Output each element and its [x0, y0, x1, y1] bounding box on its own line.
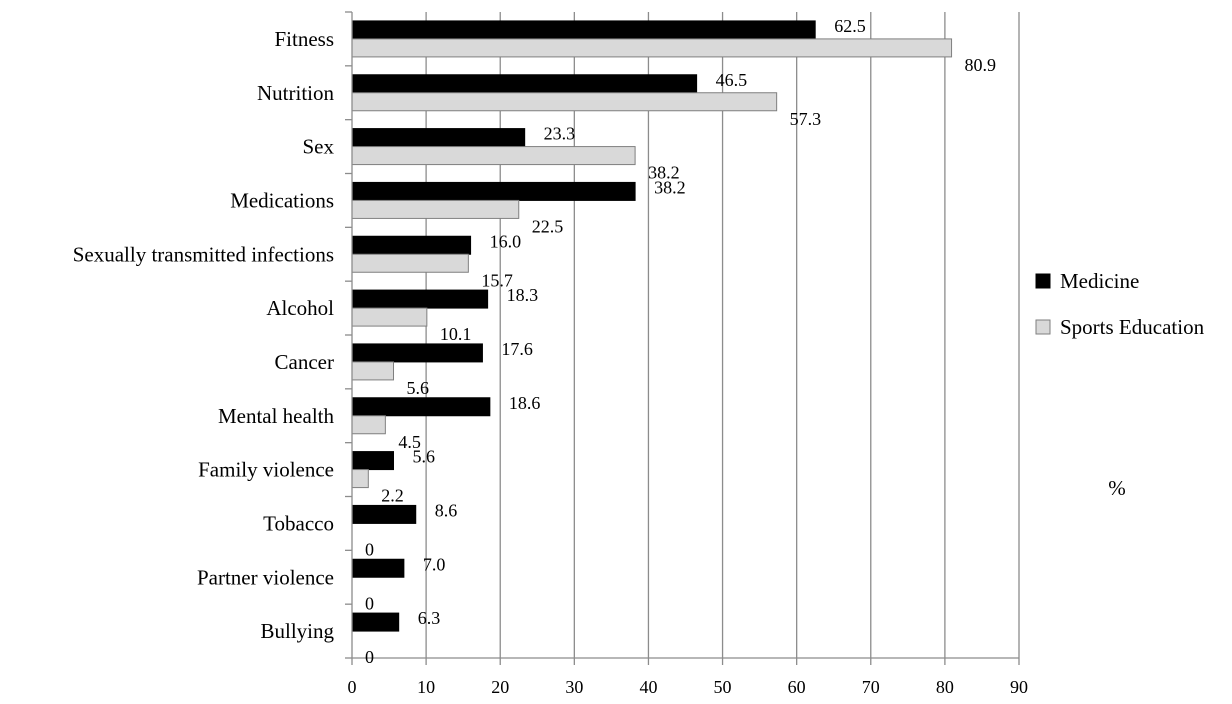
grid-lines — [425, 12, 1020, 658]
value-label-sports-education-partner-violence: 0 — [365, 593, 374, 613]
bar-sports-education-medications — [351, 199, 520, 219]
bar-sports-education-cancer — [351, 361, 395, 381]
x-tick-labels: 0 10 20 30 40 50 60 70 80 90 — [348, 677, 1029, 697]
value-label-sports-education-fitness: 80.9 — [965, 55, 997, 75]
bar-medicine-sexually-transmitted-infections — [351, 235, 472, 255]
category-label-tobacco: Tobacco — [263, 511, 334, 535]
bar-medicine-cancer — [351, 343, 483, 363]
x-tick-label-40: 40 — [639, 677, 657, 697]
bar-medicine-medications — [351, 181, 636, 201]
legend: Medicine Sports Education — [1035, 269, 1205, 339]
x-tick-label-70: 70 — [862, 677, 880, 697]
x-tick-label-90: 90 — [1010, 677, 1028, 697]
value-label-sports-education-sex: 38.2 — [648, 163, 680, 183]
value-label-medicine-partner-violence: 7.0 — [423, 554, 446, 574]
bar-sports-education-fitness — [351, 38, 953, 58]
category-label-fitness: Fitness — [274, 27, 334, 51]
bar-medicine-alcohol — [351, 289, 489, 309]
bar-medicine-mental-health — [351, 397, 491, 417]
bar-sports-education-sex — [351, 146, 636, 166]
bar-medicine-bullying — [351, 612, 400, 632]
category-label-alcohol: Alcohol — [266, 296, 334, 320]
category-label-mental-health: Mental health — [218, 404, 335, 428]
value-label-medicine-fitness: 62.5 — [834, 16, 866, 36]
value-label-medicine-medications: 38.2 — [654, 177, 686, 197]
bar-sports-education-alcohol — [351, 307, 428, 327]
bar-sports-education-sexually-transmitted-infections — [351, 253, 469, 273]
x-axis-unit-label: % — [1108, 476, 1126, 500]
bar-sports-education-family-violence — [351, 469, 369, 489]
bar-medicine-fitness — [351, 20, 816, 40]
value-label-medicine-sex: 23.3 — [544, 124, 576, 144]
legend-swatch-sports-education — [1035, 319, 1051, 335]
value-label-medicine-alcohol: 18.3 — [507, 285, 538, 305]
bar-medicine-tobacco — [351, 504, 417, 524]
x-tick-label-60: 60 — [788, 677, 806, 697]
x-tick-label-30: 30 — [565, 677, 583, 697]
category-label-bullying: Bullying — [260, 619, 334, 643]
value-label-medicine-tobacco: 8.6 — [435, 500, 458, 520]
legend-label-medicine: Medicine — [1060, 269, 1139, 293]
value-label-medicine-family-violence: 5.6 — [413, 447, 436, 467]
category-label-sex: Sex — [303, 135, 335, 159]
value-label-medicine-nutrition: 46.5 — [716, 70, 748, 90]
category-label-sexually-transmitted-infections: Sexually transmitted infections — [73, 242, 334, 266]
bar-sports-education-mental-health — [351, 415, 386, 435]
value-label-medicine-sexually-transmitted-infections: 16.0 — [490, 231, 521, 251]
bar-medicine-nutrition — [351, 74, 698, 94]
value-label-sports-education-nutrition: 57.3 — [790, 109, 822, 129]
value-label-sports-education-cancer: 5.6 — [407, 378, 430, 398]
category-labels: Fitness Nutrition Sex Medications Sexually t… — [73, 27, 335, 643]
bar-medicine-sex — [351, 128, 526, 148]
x-tick-label-0: 0 — [348, 677, 357, 697]
value-label-sports-education-mental-health: 4.5 — [398, 432, 421, 452]
value-label-medicine-cancer: 17.6 — [501, 339, 533, 359]
value-label-sports-education-bullying: 0 — [365, 647, 374, 667]
x-tick-label-20: 20 — [491, 677, 509, 697]
value-label-sports-education-medications: 22.5 — [532, 216, 564, 236]
value-label-sports-education-alcohol: 10.1 — [440, 324, 472, 344]
bar-medicine-family-violence — [351, 451, 395, 471]
value-label-medicine-mental-health: 18.6 — [509, 393, 541, 413]
category-label-family-violence: Family violence — [198, 458, 334, 482]
category-label-medications: Medications — [230, 188, 334, 212]
value-label-medicine-bullying: 6.3 — [418, 608, 441, 628]
category-label-partner-violence: Partner violence — [197, 565, 334, 589]
legend-label-sports-education: Sports Education — [1060, 315, 1205, 339]
x-tick-label-80: 80 — [936, 677, 954, 697]
value-label-sports-education-family-violence: 2.2 — [381, 486, 404, 506]
bar-medicine-partner-violence — [351, 558, 405, 578]
axes — [345, 11, 1020, 665]
value-label-sports-education-sexually-transmitted-infections: 15.7 — [481, 270, 513, 290]
value-labels: 62.5 80.9 46.5 57.3 23.3 38.238.2 22.5 16.0 15.7… — [365, 16, 996, 667]
x-tick-label-10: 10 — [417, 677, 435, 697]
category-label-cancer: Cancer — [275, 350, 334, 374]
x-tick-label-50: 50 — [714, 677, 732, 697]
category-label-nutrition: Nutrition — [257, 81, 334, 105]
legend-swatch-medicine — [1035, 273, 1051, 289]
value-label-sports-education-tobacco: 0 — [365, 539, 374, 559]
bar-sports-education-nutrition — [351, 92, 778, 112]
